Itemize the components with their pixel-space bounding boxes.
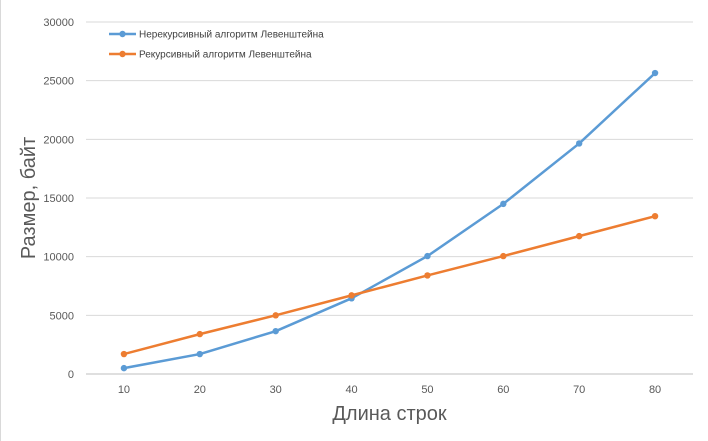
series-line bbox=[122, 71, 657, 370]
y-tick-label: 20000 bbox=[43, 134, 74, 146]
data-point bbox=[575, 232, 583, 240]
y-tick-label: 5000 bbox=[50, 310, 74, 322]
y-tick-label: 30000 bbox=[43, 17, 74, 29]
data-point bbox=[424, 252, 431, 260]
legend-swatch-marker bbox=[119, 50, 126, 58]
gridlines bbox=[86, 21, 693, 375]
data-point bbox=[348, 292, 355, 299]
y-tick-labels: 0 5000 10000 15000 20000 25000 30000 bbox=[43, 17, 74, 381]
y-tick-label: 25000 bbox=[43, 76, 74, 88]
data-point bbox=[500, 252, 507, 260]
y-tick-label: 15000 bbox=[43, 193, 74, 205]
series-layer bbox=[120, 69, 659, 372]
legend-swatch-marker bbox=[119, 30, 126, 38]
data-point bbox=[500, 200, 507, 208]
y-tick-label: 10000 bbox=[43, 252, 74, 264]
data-point bbox=[651, 69, 659, 77]
x-tick-label: 50 bbox=[421, 384, 433, 396]
x-tick-label: 80 bbox=[649, 384, 661, 396]
data-point bbox=[120, 350, 128, 358]
x-tick-label: 20 bbox=[194, 384, 206, 396]
y-tick-label: 0 bbox=[68, 369, 74, 381]
x-axis-title: Длина строк bbox=[332, 403, 447, 425]
x-tick-label: 70 bbox=[573, 384, 585, 396]
x-tick-label: 60 bbox=[497, 384, 509, 396]
data-point bbox=[575, 140, 583, 147]
data-point bbox=[196, 330, 204, 338]
y-axis-title: Размер, байт bbox=[18, 137, 40, 259]
data-point bbox=[651, 212, 659, 220]
series-1 bbox=[120, 69, 659, 372]
data-point bbox=[120, 364, 128, 372]
data-point bbox=[424, 272, 431, 279]
legend-label: Рекурсивный алгоритм Левенштейна bbox=[139, 50, 312, 61]
data-point bbox=[272, 312, 279, 319]
x-tick-label: 10 bbox=[118, 384, 130, 396]
x-tick-labels: 10 20 30 40 50 60 70 80 bbox=[118, 384, 661, 396]
data-point bbox=[196, 350, 204, 358]
x-tick-label: 40 bbox=[345, 384, 357, 396]
x-tick-label: 30 bbox=[270, 384, 282, 396]
legend: Нерекурсивный алгоритм Левенштейна Рекурс… bbox=[109, 30, 324, 61]
data-point bbox=[272, 327, 279, 335]
series-line bbox=[122, 214, 657, 356]
legend-label: Нерекурсивный алгоритм Левенштейна bbox=[139, 30, 324, 41]
series-2 bbox=[120, 212, 659, 358]
legend-item: Нерекурсивный алгоритм Левенштейна bbox=[109, 30, 324, 41]
legend-item: Рекурсивный алгоритм Левенштейна bbox=[109, 50, 312, 61]
